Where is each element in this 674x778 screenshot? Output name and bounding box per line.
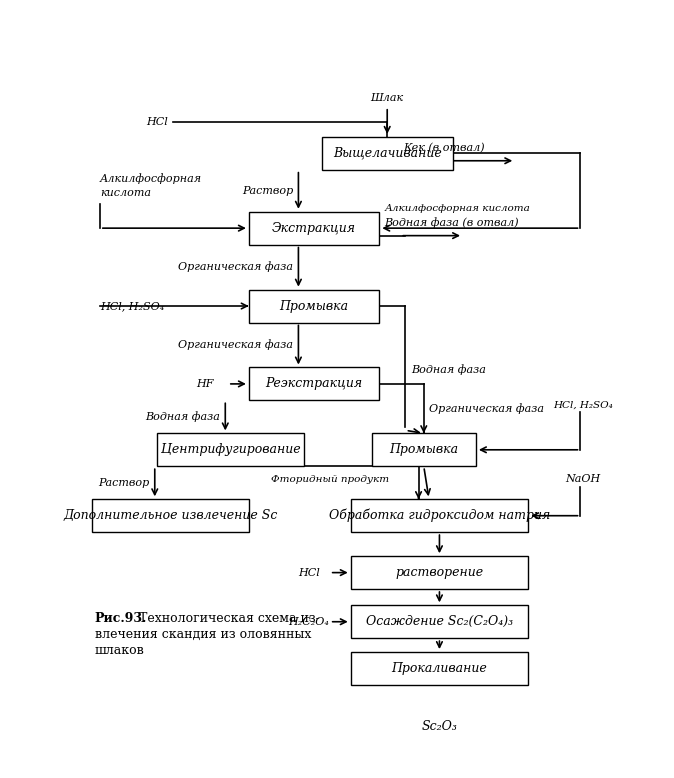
FancyBboxPatch shape: [158, 433, 304, 466]
Text: Фторидный продукт: Фторидный продукт: [271, 475, 389, 484]
Text: Прокаливание: Прокаливание: [392, 662, 487, 675]
Text: растворение: растворение: [396, 566, 483, 579]
Text: Промывка: Промывка: [280, 300, 348, 313]
Text: Водная фаза (в отвал): Водная фаза (в отвал): [385, 218, 519, 229]
FancyBboxPatch shape: [249, 212, 379, 244]
Text: Алкилфосфорная: Алкилфосфорная: [100, 173, 202, 184]
FancyBboxPatch shape: [350, 605, 528, 638]
FancyBboxPatch shape: [350, 499, 528, 532]
Text: Промывка: Промывка: [389, 443, 458, 457]
FancyBboxPatch shape: [249, 289, 379, 323]
Text: Органическая фаза: Органическая фаза: [178, 339, 293, 350]
Text: HCl: HCl: [146, 117, 168, 127]
Text: Дополнительное извлечение Sc: Дополнительное извлечение Sc: [63, 509, 278, 522]
Text: HCl, H₂SO₄: HCl, H₂SO₄: [553, 401, 613, 409]
Text: Рис.93.: Рис.93.: [94, 612, 147, 625]
Text: NaOH: NaOH: [565, 475, 601, 484]
Text: Органическая фаза: Органическая фаза: [178, 261, 293, 272]
FancyBboxPatch shape: [249, 367, 379, 401]
FancyBboxPatch shape: [350, 652, 528, 685]
Text: HCl, H₂SO₄: HCl, H₂SO₄: [100, 301, 164, 311]
Text: Экстракция: Экстракция: [272, 222, 356, 235]
FancyBboxPatch shape: [322, 137, 452, 170]
Text: Раствор: Раствор: [242, 186, 293, 196]
Text: HF: HF: [197, 379, 214, 389]
Text: Технологическая схема из-: Технологическая схема из-: [139, 612, 320, 625]
Text: Кек (в отвал): Кек (в отвал): [403, 143, 485, 153]
Text: кислота: кислота: [100, 188, 151, 198]
Text: Шлак: Шлак: [371, 93, 404, 103]
Text: шлаков: шлаков: [94, 644, 144, 657]
Text: Выщелачивание: Выщелачивание: [333, 147, 441, 159]
Text: Осаждение Sc₂(C₂O₄)₃: Осаждение Sc₂(C₂O₄)₃: [366, 615, 513, 628]
Text: HCl: HCl: [299, 568, 320, 577]
Text: Органическая фаза: Органическая фаза: [429, 403, 544, 414]
Text: Раствор: Раствор: [98, 478, 150, 488]
Text: Обработка гидроксидом натрия: Обработка гидроксидом натрия: [329, 509, 550, 523]
FancyBboxPatch shape: [92, 499, 249, 532]
Text: Водная фаза: Водная фаза: [410, 364, 485, 375]
Text: влечения скандия из оловянных: влечения скандия из оловянных: [94, 628, 311, 641]
Text: Центрифугирование: Центрифугирование: [160, 443, 301, 457]
Text: Реэкстракция: Реэкстракция: [266, 377, 363, 391]
FancyBboxPatch shape: [371, 433, 476, 466]
Text: Водная фаза: Водная фаза: [145, 412, 220, 422]
FancyBboxPatch shape: [350, 556, 528, 589]
Text: H₂C₂O₄: H₂C₂O₄: [288, 617, 329, 627]
Text: Алкилфосфорная кислота: Алкилфосфорная кислота: [385, 204, 530, 213]
Text: Sc₂O₃: Sc₂O₃: [421, 720, 458, 733]
